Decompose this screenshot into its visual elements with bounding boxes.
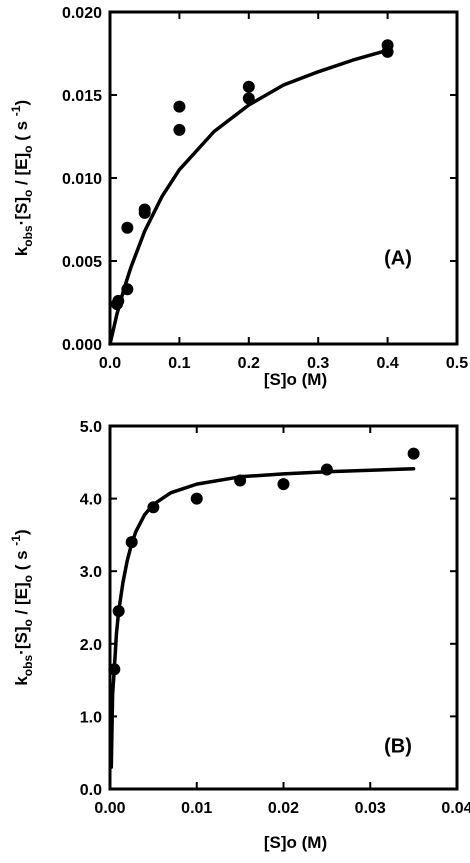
chart-a-x-tick-label: 0.0 — [99, 355, 121, 372]
chart-a-y-title-obs: obs — [21, 225, 35, 247]
chart-b-data-point — [234, 474, 247, 487]
chart-a-x-tick-label: 0.5 — [446, 355, 468, 372]
chart-b-x-axis-title: [S]o (M) — [264, 833, 327, 852]
chart-a-data-point — [242, 80, 255, 93]
chart-a-x-tick-label: 0.3 — [307, 355, 329, 372]
chart-b-x-tick-label: 0.01 — [181, 800, 212, 817]
chart-a-data-point — [138, 203, 151, 216]
chart-b-y-tick-label: 4.0 — [80, 492, 102, 509]
chart-b-y-title-unit_open: ( s — [12, 546, 31, 575]
chart-a-data-point — [381, 39, 394, 52]
chart-b-y-tick-label: 5.0 — [80, 419, 102, 436]
chart-a-data-point — [112, 294, 125, 307]
chart-b-x-tick-label: 0.02 — [268, 800, 299, 817]
chart-b-y-title-exp: -1 — [9, 535, 23, 546]
chart-panel-b: 0.0 1.0 2.0 3.0 4.0 5.0 0.00 0.01 0.02 0.03 0.04 (B… — [9, 419, 470, 852]
chart-b-data-point — [125, 536, 138, 549]
chart-b-x-tick-label: 0.04 — [441, 800, 470, 817]
chart-b-y-tick-label: 0.0 — [80, 782, 102, 799]
chart-a-y-title-div: / [E] — [12, 153, 31, 190]
chart-panel-a: 0.000 0.005 0.010 0.015 0.020 0.0 0.1 0.2 0.3 0.4… — [9, 5, 468, 389]
chart-b-data-point — [108, 663, 121, 676]
chart-b-y-tick-label: 2.0 — [80, 637, 102, 654]
chart-a-y-tick-label: 0.005 — [62, 254, 102, 271]
chart-a-y-axis-title: kobs·[S]o / [E]o ( s -1) — [9, 100, 35, 256]
chart-a-x-tick-label: 0.1 — [168, 355, 190, 372]
chart-b-y-axis-title: kobs·[S]o / [E]o ( s -1) — [9, 529, 35, 685]
chart-a-y-title-o2: o — [21, 145, 35, 152]
chart-b-y-title-obs: obs — [21, 655, 35, 677]
chart-a-data-point — [173, 100, 186, 113]
chart-a-data-point — [242, 92, 255, 105]
chart-b-data-point — [190, 492, 203, 505]
chart-b-x-tick-label: 0.03 — [355, 800, 386, 817]
chart-b-y-title-o2: o — [21, 575, 35, 582]
chart-a-y-tick-label: 0.015 — [62, 88, 102, 105]
chart-a-x-axis-title: [S]o (M) — [264, 370, 327, 389]
chart-a-y-tick-label: 0.020 — [62, 5, 102, 22]
chart-a-y-title-o1: o — [21, 190, 35, 197]
chart-b-data-point — [277, 478, 290, 491]
chart-a-y-title-unit_close: ) — [12, 100, 31, 106]
chart-b-data-point — [320, 463, 333, 476]
chart-a-y-tick-label: 0.010 — [62, 171, 102, 188]
chart-a-y-tick-label: 0.000 — [62, 337, 102, 354]
chart-a-data-point — [121, 221, 134, 234]
chart-a-x-tick-label: 0.4 — [376, 355, 398, 372]
chart-a-x-tick-label: 0.2 — [238, 355, 260, 372]
chart-a-y-title-k: k — [12, 246, 31, 256]
chart-b-panel-label: (B) — [384, 736, 412, 758]
chart-b-fit-line — [109, 467, 416, 769]
chart-b-data-point — [147, 501, 160, 514]
chart-a-y-title-mid: ·[S] — [12, 197, 31, 225]
chart-b-y-title-div: / [E] — [12, 582, 31, 619]
chart-b-y-title-unit_close: ) — [12, 529, 31, 535]
chart-a-y-title-exp: -1 — [9, 105, 23, 116]
chart-b-x-tick-label: 0.00 — [94, 800, 125, 817]
chart-a-data-point — [121, 283, 134, 296]
chart-b-y-title-k: k — [12, 676, 31, 686]
chart-b-data-point — [407, 447, 420, 460]
chart-a-plot-frame — [108, 10, 459, 346]
chart-b-y-title-mid: ·[S] — [12, 627, 31, 655]
chart-a-data-point — [173, 123, 186, 136]
chart-b-data-point — [112, 605, 125, 618]
chart-b-y-title-o1: o — [21, 619, 35, 626]
chart-b-y-tick-label: 3.0 — [80, 564, 102, 581]
chart-a-panel-label: (A) — [384, 247, 412, 269]
chart-b-y-tick-label: 1.0 — [80, 709, 102, 726]
chart-a-y-title-unit_open: ( s — [12, 116, 31, 145]
